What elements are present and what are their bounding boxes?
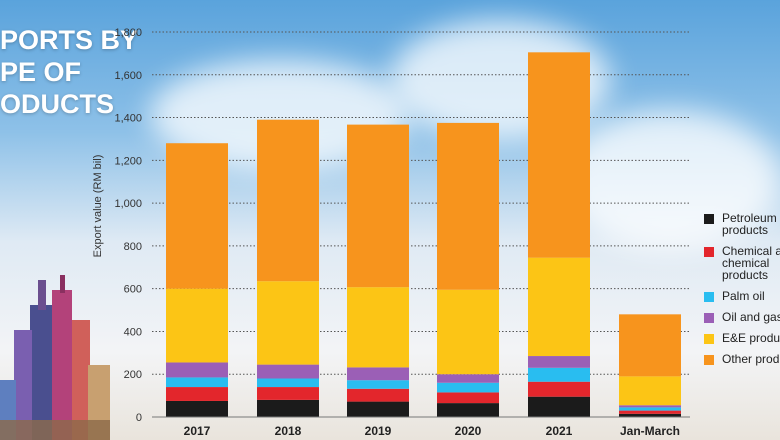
y-tick-label: 600 [124,284,142,296]
legend-swatch [704,214,714,224]
y-tick-label: 1,200 [114,155,142,167]
bar-segment-other [347,124,409,288]
legend-swatch [704,355,714,365]
title-line-1: PORTS BY [0,25,139,55]
legend-item-chemical: Chemical a chemical products [704,245,780,281]
axes: 0 200 400 600 800 1,000 1,200 1,400 1,600 1,800 20… [114,27,690,438]
bar-segment-petroleum [166,400,228,417]
bar-segment-oilgas [619,405,681,408]
y-tick-label: 200 [124,369,142,381]
bar-segment-palm [619,407,681,411]
bar-segment-chemical [347,388,409,402]
bar-segment-oilgas [528,356,590,368]
x-tick-label: 2018 [275,424,302,438]
chart-legend: Petroleum products Chemical a chemical pr… [704,212,780,374]
legend-label: Chemical a chemical products [722,244,780,282]
bar-segment-palm [257,378,319,388]
bar-segment-chemical [437,392,499,404]
bar-segment-chemical [619,410,681,414]
legend-swatch [704,334,714,344]
legend-label: Oil and gas [722,310,780,324]
y-tick-label: 800 [124,241,142,253]
legend-item-petroleum: Petroleum products [704,212,780,236]
bar-segment-other [528,52,590,258]
bar-segment-palm [528,367,590,382]
bar-segment-chemical [166,387,228,401]
bar-segment-oilgas [166,362,228,378]
bar-segment-oilgas [347,367,409,381]
bar-segment-ee [347,287,409,368]
y-tick-label: 0 [136,412,142,424]
bar-segment-chemical [257,387,319,400]
title-line-2: PE OF [0,57,82,87]
bar-segment-ee [437,289,499,375]
bar-segment-petroleum [347,401,409,417]
bar-segment-other [257,119,319,282]
bar-segment-chemical [528,381,590,397]
title-line-3: ODUCTS [0,89,114,119]
x-tick-label: 2019 [365,424,392,438]
bar-segment-oilgas [257,364,319,379]
legend-label: Petroleum products [722,212,777,237]
gridlines [152,31,690,375]
infographic-title: PORTS BY PE OF ODUCTS [0,24,138,120]
bar-segment-petroleum [619,413,681,417]
x-tick-label: 2021 [546,424,573,438]
legend-item-oilgas: Oil and gas [704,311,780,323]
legend-label: Other produ [722,352,780,366]
x-tick-label: Jan-March [620,424,680,438]
y-tick-label: 400 [124,326,142,338]
bar-segment-ee [166,288,228,363]
bar-segment-petroleum [437,403,499,417]
bar-segment-palm [347,380,409,389]
sky-cloud [560,110,780,250]
legend-swatch [704,313,714,323]
bar-segment-palm [437,382,499,393]
legend-item-ee: E&E produc [704,332,780,344]
legend-label: E&E produc [722,331,780,345]
bar-segment-other [619,314,681,377]
y-tick-label: 1,600 [114,70,142,82]
bar-segment-petroleum [528,396,590,417]
y-tick-label: 1,800 [114,27,142,39]
legend-swatch [704,247,714,257]
city-skyline-illustration [0,275,110,440]
y-tick-label: 1,000 [114,198,142,210]
bar-segment-other [166,143,228,289]
y-axis-label: Export value (RM bil) [92,155,104,258]
legend-item-palm: Palm oil [704,290,780,302]
legend-swatch [704,292,714,302]
bar-segment-palm [166,377,228,388]
bar-segment-ee [257,281,319,365]
x-tick-label: 2020 [455,424,482,438]
bar-segment-ee [619,376,681,406]
y-tick-label: 1,400 [114,113,142,125]
x-tick-label: 2017 [184,424,211,438]
legend-item-other: Other produ [704,353,780,365]
bars [166,52,681,417]
bar-segment-ee [528,257,590,357]
bar-segment-petroleum [257,399,319,417]
bar-segment-oilgas [437,374,499,383]
bar-segment-other [437,122,499,290]
legend-label: Palm oil [722,289,765,303]
